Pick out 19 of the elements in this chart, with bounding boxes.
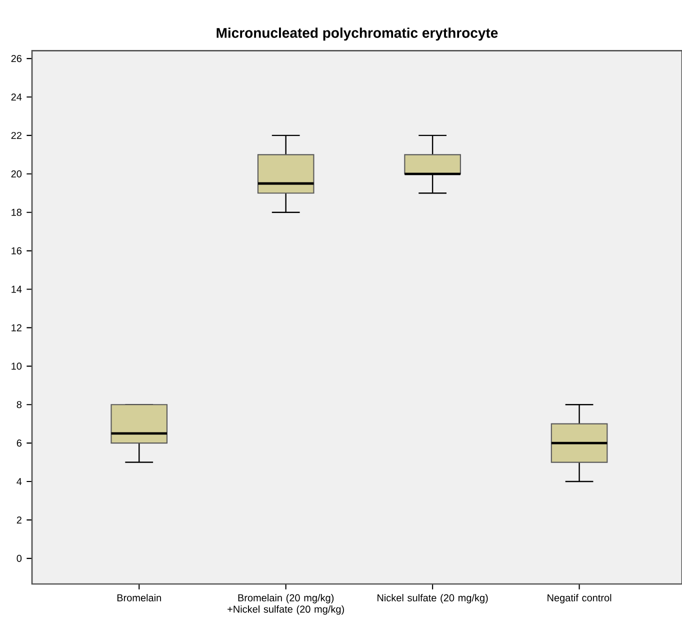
- y-tick-label: 8: [16, 401, 22, 408]
- y-tick-label: 26: [11, 55, 22, 62]
- x-tick-label: Bromelain: [117, 594, 161, 602]
- y-tick-label: 10: [12, 362, 22, 370]
- y-tick-label: 12: [12, 324, 22, 332]
- y-tick-label: 22: [11, 132, 22, 139]
- y-tick-label: 14: [12, 286, 22, 293]
- x-tick-label: Bromelain (20 mg/kg) +Nickel sulfate (20 mg/kg): [228, 594, 344, 615]
- x-tick-label: Negatif control: [548, 594, 612, 604]
- y-tick-label: 0: [16, 554, 22, 562]
- y-tick-label: 16: [12, 247, 22, 254]
- y-tick-label: 20: [11, 170, 22, 178]
- x-tick-label: Nickel sulfate (20 mg/kg): [378, 594, 488, 604]
- y-tick-label: 18: [12, 208, 22, 216]
- y-tick-label: 24: [11, 94, 22, 100]
- y-tick-label: 2: [16, 516, 22, 524]
- y-tick-label: 6: [16, 440, 22, 447]
- chart-title: Micronucleated polychromatic erythrocyte: [216, 28, 498, 41]
- y-tick-label: 4: [16, 478, 22, 485]
